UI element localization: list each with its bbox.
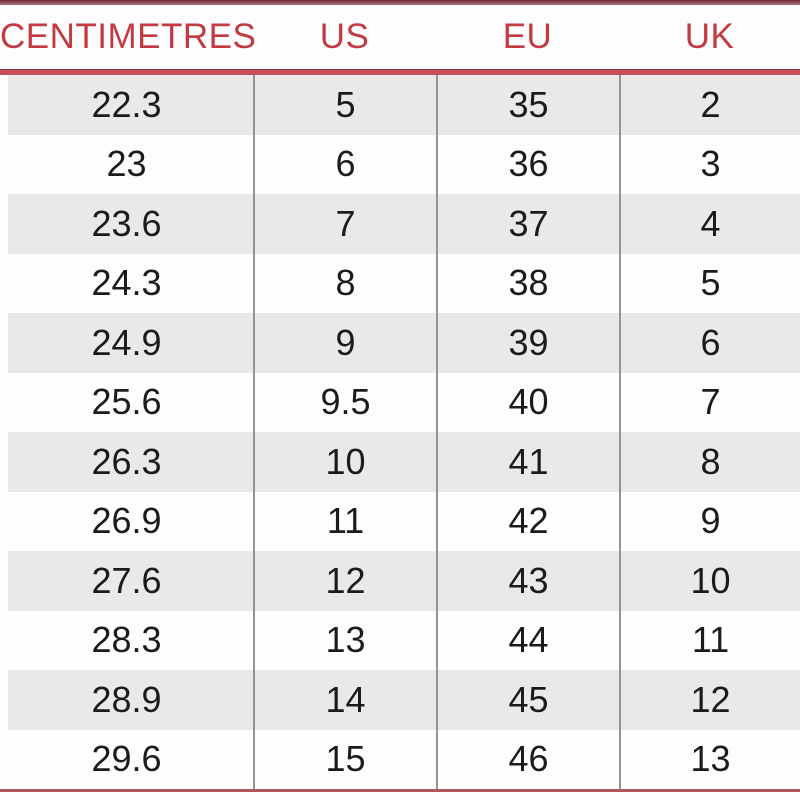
cell-eu: 45 bbox=[436, 670, 619, 730]
cell-eu: 35 bbox=[436, 75, 619, 135]
cell-uk: 6 bbox=[619, 313, 800, 373]
cell-us: 11 bbox=[253, 491, 436, 551]
header-divider-line bbox=[0, 69, 800, 75]
column-header-centimetres: CENTIMETRES bbox=[0, 17, 257, 56]
table-row: 23 6 36 3 bbox=[0, 134, 800, 194]
cell-us: 13 bbox=[253, 610, 436, 670]
cell-us: 6 bbox=[253, 134, 436, 194]
cell-eu: 42 bbox=[436, 491, 619, 551]
bottom-border-line bbox=[0, 789, 800, 792]
cell-centimetres: 23 bbox=[106, 143, 147, 185]
column-header-eu: EU bbox=[502, 17, 553, 56]
column-header-us: US bbox=[319, 17, 370, 56]
cell-uk: 10 bbox=[619, 551, 800, 611]
cell-us: 5 bbox=[253, 75, 436, 135]
table-row: 23.6 7 37 4 bbox=[0, 194, 800, 254]
table-row: 24.3 8 38 5 bbox=[0, 253, 800, 313]
table-header: CENTIMETRES US EU UK bbox=[0, 5, 800, 69]
cell-centimetres: 26.3 bbox=[91, 440, 162, 482]
table-body: 22.3 5 35 2 23 6 36 3 23.6 7 37 4 24.3 8 38 5 24.9 9 39 6 25… bbox=[0, 75, 800, 789]
cell-centimetres: 28.9 bbox=[91, 678, 162, 720]
cell-us: 10 bbox=[253, 432, 436, 492]
cell-us: 7 bbox=[253, 194, 436, 254]
cell-eu: 46 bbox=[436, 729, 619, 789]
table-row: 26.3 10 41 8 bbox=[0, 432, 800, 492]
column-header-uk: UK bbox=[684, 17, 735, 56]
cell-us: 15 bbox=[253, 729, 436, 789]
table-row: 24.9 9 39 6 bbox=[0, 313, 800, 373]
cell-uk: 4 bbox=[619, 194, 800, 254]
cell-centimetres: 28.3 bbox=[91, 619, 162, 661]
table-row: 25.6 9.5 40 7 bbox=[0, 372, 800, 432]
cell-uk: 13 bbox=[619, 729, 800, 789]
table-row: 28.9 14 45 12 bbox=[0, 670, 800, 730]
cell-uk: 3 bbox=[619, 134, 800, 194]
table-row: 29.6 15 46 13 bbox=[0, 729, 800, 789]
cell-centimetres: 27.6 bbox=[91, 559, 162, 601]
cell-eu: 41 bbox=[436, 432, 619, 492]
cell-centimetres: 24.9 bbox=[91, 321, 162, 363]
cell-us: 12 bbox=[253, 551, 436, 611]
cell-centimetres: 29.6 bbox=[91, 738, 162, 780]
cell-eu: 36 bbox=[436, 134, 619, 194]
cell-centimetres: 25.6 bbox=[91, 381, 162, 423]
cell-uk: 12 bbox=[619, 670, 800, 730]
cell-eu: 39 bbox=[436, 313, 619, 373]
cell-eu: 37 bbox=[436, 194, 619, 254]
cell-uk: 2 bbox=[619, 75, 800, 135]
table-row: 22.3 5 35 2 bbox=[0, 75, 800, 135]
table-row: 27.6 12 43 10 bbox=[0, 551, 800, 611]
cell-centimetres: 26.9 bbox=[91, 500, 162, 542]
cell-uk: 5 bbox=[619, 253, 800, 313]
table-row: 26.9 11 42 9 bbox=[0, 491, 800, 551]
top-border-line bbox=[0, 0, 800, 5]
cell-eu: 38 bbox=[436, 253, 619, 313]
cell-us: 8 bbox=[253, 253, 436, 313]
cell-uk: 7 bbox=[619, 372, 800, 432]
cell-us: 9 bbox=[253, 313, 436, 373]
cell-uk: 11 bbox=[619, 610, 800, 670]
cell-centimetres: 22.3 bbox=[91, 83, 162, 125]
cell-us: 14 bbox=[253, 670, 436, 730]
cell-eu: 40 bbox=[436, 372, 619, 432]
cell-centimetres: 23.6 bbox=[91, 202, 162, 244]
cell-eu: 43 bbox=[436, 551, 619, 611]
cell-centimetres: 24.3 bbox=[91, 262, 162, 304]
cell-uk: 8 bbox=[619, 432, 800, 492]
cell-uk: 9 bbox=[619, 491, 800, 551]
cell-us: 9.5 bbox=[253, 372, 436, 432]
cell-eu: 44 bbox=[436, 610, 619, 670]
table-row: 28.3 13 44 11 bbox=[0, 610, 800, 670]
